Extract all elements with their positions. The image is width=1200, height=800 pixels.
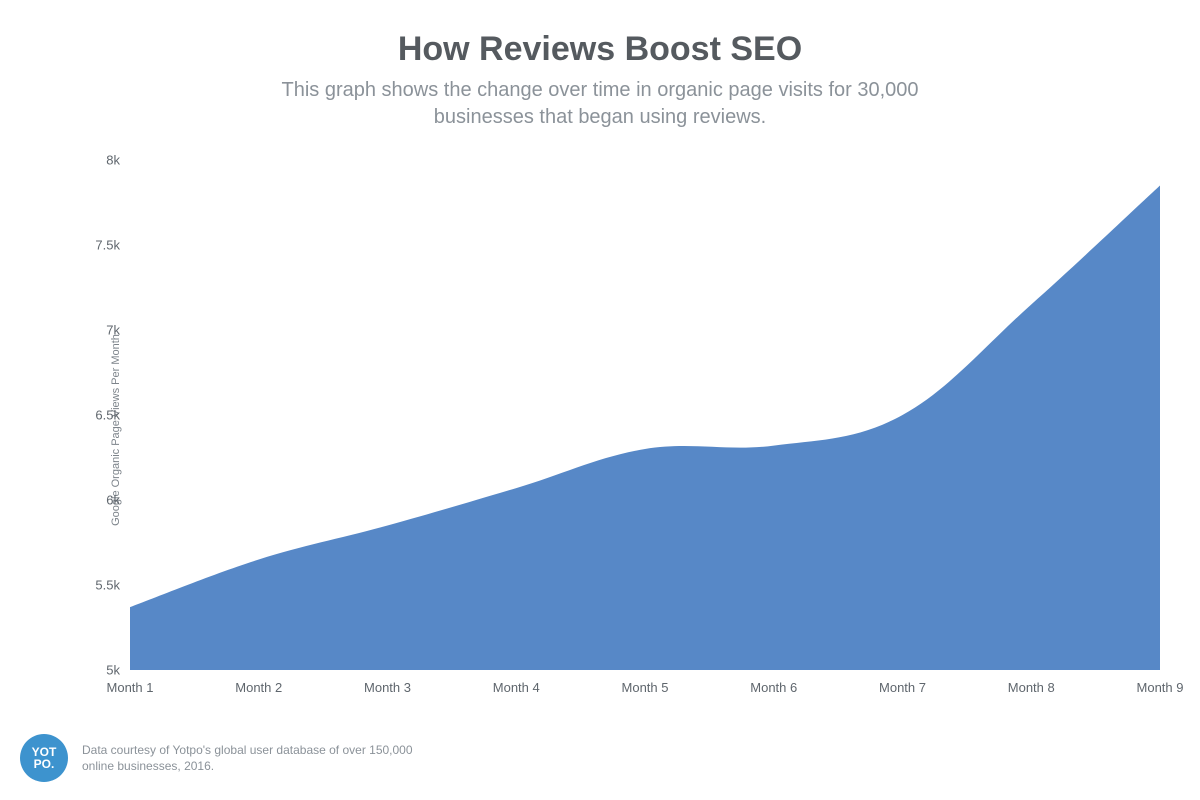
area-chart-svg	[130, 160, 1160, 670]
data-credit: Data courtesy of Yotpo's global user dat…	[82, 742, 422, 774]
footer: YOTPO. Data courtesy of Yotpo's global u…	[20, 734, 422, 782]
x-tick-label: Month 1	[107, 680, 154, 695]
y-tick-label: 5k	[80, 663, 120, 678]
x-tick-label: Month 8	[1008, 680, 1055, 695]
chart-title: How Reviews Boost SEO	[0, 0, 1200, 69]
x-tick-label: Month 6	[750, 680, 797, 695]
y-tick-label: 8k	[80, 153, 120, 168]
y-tick-label: 6.5k	[80, 408, 120, 423]
logo-text: YOTPO.	[32, 746, 57, 770]
x-tick-label: Month 7	[879, 680, 926, 695]
x-tick-label: Month 5	[622, 680, 669, 695]
y-tick-label: 7k	[80, 323, 120, 338]
chart-subtitle: This graph shows the change over time in…	[240, 77, 960, 131]
plot-area	[130, 160, 1160, 670]
chart-container: Google Organic Page Views Per Month 5k5.…	[70, 160, 1170, 700]
y-tick-label: 7.5k	[80, 238, 120, 253]
x-tick-label: Month 3	[364, 680, 411, 695]
area-series	[130, 186, 1160, 671]
x-tick-label: Month 9	[1137, 680, 1184, 695]
y-tick-label: 5.5k	[80, 578, 120, 593]
x-tick-label: Month 4	[493, 680, 540, 695]
yotpo-logo-icon: YOTPO.	[20, 734, 68, 782]
x-tick-label: Month 2	[235, 680, 282, 695]
y-tick-label: 6k	[80, 493, 120, 508]
